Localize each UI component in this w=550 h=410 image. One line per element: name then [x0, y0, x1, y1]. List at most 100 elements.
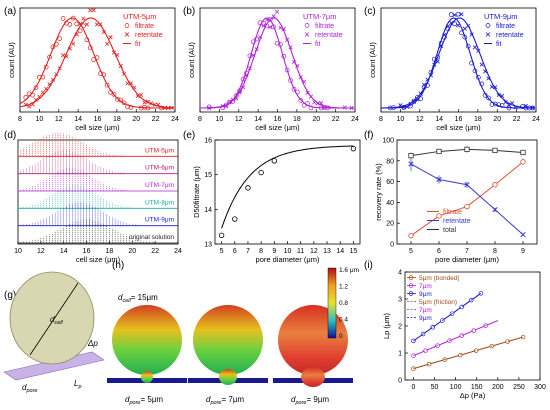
data-point-filtrate	[418, 96, 424, 102]
data-point-retentate	[322, 105, 327, 110]
data-point-filtrate	[57, 36, 63, 41]
data-point-filtrate	[489, 102, 495, 107]
data-point-retentate	[449, 20, 454, 26]
data-point-retentate	[472, 45, 478, 50]
data-point-filtrate	[33, 85, 39, 91]
data-point	[520, 334, 526, 340]
x-tick-label: 10	[215, 116, 223, 123]
legend-marker	[124, 23, 130, 28]
label-sub: cell	[122, 298, 131, 304]
legend-label: retentate	[135, 32, 163, 39]
data-point-filtrate	[486, 95, 491, 101]
x-tick-label: 12	[235, 116, 243, 123]
x-tick-label: 13	[323, 248, 331, 255]
y-axis-label: count (AU)	[7, 42, 16, 78]
data-point-filtrate	[284, 67, 290, 73]
data-point-retentate	[438, 44, 444, 49]
legend-label: filtrate	[315, 23, 334, 30]
legend-label: 7μm	[419, 307, 432, 314]
data-point	[258, 169, 264, 176]
data-point-retentate	[408, 101, 413, 106]
y-axis-label: Lp (μm)	[382, 313, 391, 339]
trend-line-dashed	[413, 320, 498, 357]
y-tick-label: 14	[204, 207, 212, 214]
data-point-retentate	[94, 22, 100, 27]
data-point-retentate	[27, 104, 32, 109]
data-point-retentate	[207, 105, 212, 111]
data-point-filtrate	[254, 36, 260, 42]
data-point-retentate	[264, 17, 269, 22]
data-point-filtrate	[476, 75, 481, 80]
x-tick-label: 11	[297, 248, 304, 255]
x-axis-label: Δp (Pa)	[460, 391, 486, 400]
label-sub: pore	[209, 400, 221, 406]
x-tick-label: 14	[74, 116, 82, 123]
data-point-retentate	[152, 102, 157, 107]
panel-letter: (c)	[364, 6, 376, 17]
y-axis-label: count (AU)	[368, 42, 377, 78]
protrusion	[301, 367, 325, 387]
data-point-retentate	[57, 66, 62, 71]
data-point-retentate	[462, 26, 467, 31]
legend-marker	[304, 23, 310, 28]
row-label: UTM-7μm	[145, 182, 174, 189]
data-point-retentate	[506, 102, 511, 107]
data-point-retentate	[132, 85, 137, 90]
row-label: UTM-8μm	[145, 199, 174, 206]
data-point-filtrate	[298, 98, 304, 103]
label-sub: p	[77, 384, 81, 390]
data-point-retentate	[411, 99, 417, 104]
data-point-filtrate	[482, 92, 488, 98]
x-tick-label: 22	[151, 248, 159, 255]
data-point-retentate	[432, 62, 437, 67]
y-tick-label: 13	[204, 242, 212, 249]
data-point	[505, 339, 510, 344]
data-point-retentate	[288, 45, 293, 50]
x-tick-label: 50	[431, 384, 439, 391]
colorbar-tick-label: 1.2	[339, 284, 348, 291]
x-tick-label: 12	[37, 248, 45, 255]
x-tick-label: 8	[259, 248, 263, 255]
data-point-filtrate	[40, 74, 46, 80]
deformed-cell	[112, 305, 182, 375]
panel-letter: (e)	[183, 130, 195, 141]
data-point-filtrate	[318, 105, 324, 111]
data-point-filtrate	[322, 105, 327, 110]
legend-marker	[485, 32, 491, 37]
x-tick-label: 20	[132, 116, 140, 123]
pressure-label: Δp	[87, 339, 98, 348]
data-point-filtrate	[53, 41, 59, 47]
panel-letter: (d)	[4, 130, 16, 141]
x-tick-label: 14	[435, 116, 443, 123]
legend-label: 9μm	[419, 315, 432, 322]
colorbar-tick-label: 0	[339, 333, 343, 340]
data-point-retentate	[77, 21, 83, 27]
row-label: UTM-5μm	[145, 147, 174, 154]
data-point-retentate	[496, 93, 501, 98]
data-point-retentate	[142, 100, 147, 105]
data-point	[464, 182, 470, 188]
data-point-retentate	[23, 102, 28, 107]
data-point-filtrate	[145, 105, 151, 111]
data-point-filtrate	[448, 12, 454, 17]
panel-letter: (g)	[4, 290, 16, 301]
label-value: = 5μm	[140, 395, 163, 404]
data-point	[350, 145, 357, 152]
x-tick-label: 20	[312, 116, 320, 123]
data-point-filtrate	[125, 104, 130, 110]
data-point-retentate	[67, 46, 72, 51]
data-point-retentate	[452, 12, 457, 18]
data-point-filtrate	[271, 24, 276, 30]
data-point-retentate	[37, 94, 42, 99]
data-point-retentate	[33, 97, 39, 102]
data-point-filtrate	[462, 34, 468, 40]
x-tick-label: 12	[416, 116, 424, 123]
legend-title: UTM-9μm	[484, 12, 517, 21]
data-point	[423, 348, 428, 353]
row-label: original solution	[129, 234, 175, 241]
data-point-filtrate	[60, 16, 66, 21]
pore-size-caption: dpore= 5μm	[125, 395, 163, 406]
x-tick-label: 12	[55, 116, 63, 123]
data-point-retentate	[401, 105, 406, 110]
y-tick-label: 16	[204, 138, 212, 145]
